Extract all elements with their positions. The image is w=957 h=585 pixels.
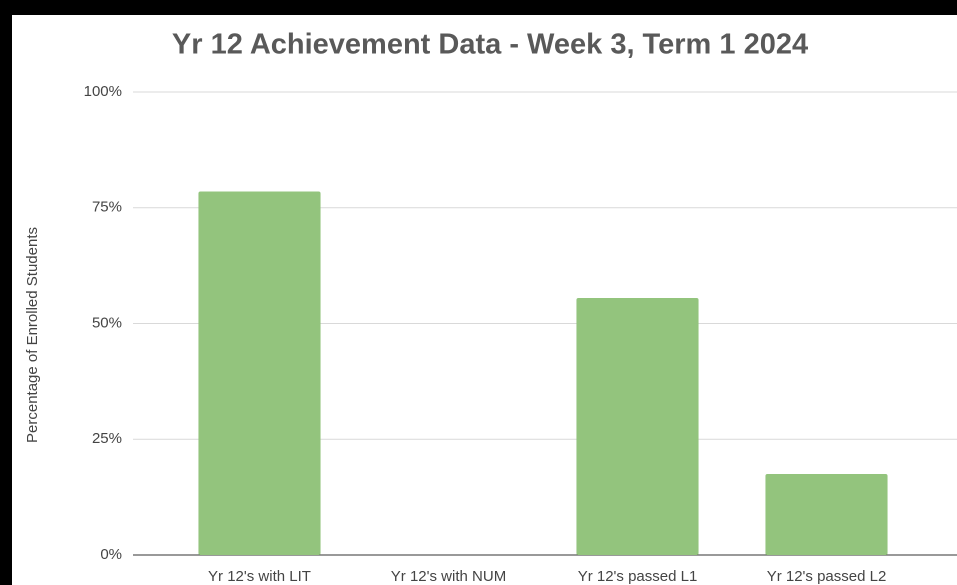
x-tick-label: Yr 12's passed L2 [767,568,887,585]
bar [576,298,699,555]
bar [765,473,888,555]
y-tick-label: 50% [92,314,122,331]
x-tick-label: Yr 12's with NUM [391,568,506,585]
y-tick-label: 100% [84,83,122,100]
y-axis-title: Percentage of Enrolled Students [24,227,41,443]
y-tick-label: 25% [92,430,122,447]
x-tick-label: Yr 12's with LIT [208,568,311,585]
y-tick-label: 75% [92,199,122,216]
x-tick-label: Yr 12's passed L1 [578,568,698,585]
bar [198,191,321,556]
chart-title: Yr 12 Achievement Data - Week 3, Term 1 … [172,29,808,61]
y-tick-label: 0% [100,546,122,563]
